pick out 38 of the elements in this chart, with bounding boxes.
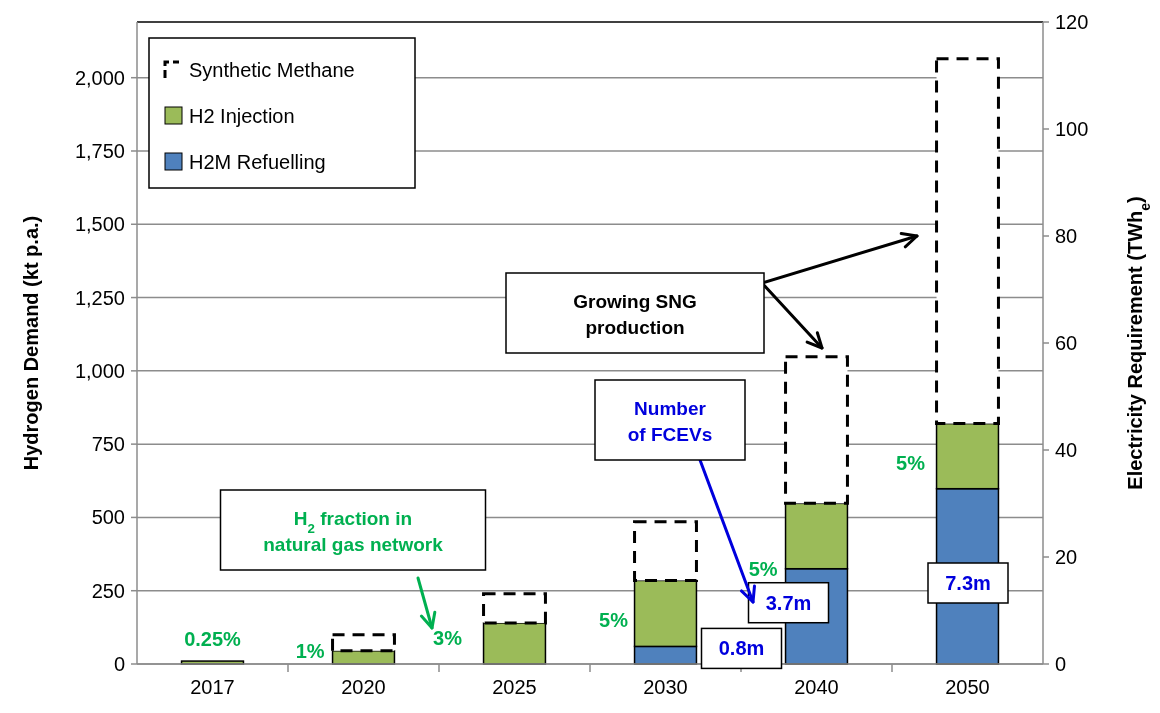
x-tick-label: 2017 — [190, 676, 235, 698]
legend-label: H2 Injection — [189, 105, 295, 127]
x-tick-label: 2020 — [341, 676, 386, 698]
x-tick-label: 2025 — [492, 676, 537, 698]
annotation: Number of FCEVs — [627, 397, 713, 445]
annotation: 3% — [433, 627, 463, 649]
y-tick-label: 500 — [91, 506, 125, 529]
y-tick-label: 0 — [113, 653, 125, 675]
legend-label: Synthetic Methane — [189, 59, 355, 81]
y2-tick-label: 60 — [1055, 332, 1078, 354]
y2-tick-label: 120 — [1055, 11, 1089, 33]
y-axis-title: Hydrogen Demand (kt p.a.) — [20, 215, 42, 471]
annotation: 5% — [896, 452, 926, 474]
annotation: 5% — [599, 609, 629, 631]
annotation: H$_{2}$ fraction in natural gas network — [263, 507, 444, 555]
y-tick-label: 1,500 — [74, 213, 125, 236]
y2-tick-label: 40 — [1055, 439, 1078, 461]
annotation: 5% — [748, 557, 778, 580]
y-tick-label: 1,250 — [74, 286, 125, 309]
annotation: 0.25% — [184, 628, 242, 651]
legend-label: H2M Refuelling — [189, 151, 326, 173]
y2-tick-label: 0 — [1055, 653, 1067, 675]
annotation: 1% — [295, 639, 325, 662]
annotation: 0.8m — [718, 637, 765, 660]
annotation: 3.7m — [765, 591, 812, 614]
y-tick-label: 250 — [91, 579, 125, 602]
annotation: Growing SNG production — [573, 290, 697, 338]
y-tick-label: 1,750 — [74, 139, 125, 162]
x-tick-label: 2050 — [945, 676, 990, 698]
annotation: 7.3m — [945, 572, 991, 594]
y2-tick-label: 20 — [1055, 546, 1078, 568]
x-tick-label: 2040 — [794, 676, 839, 698]
x-tick-label: 2030 — [643, 676, 688, 698]
y-tick-label: 2,000 — [74, 66, 125, 89]
y2-tick-label: 80 — [1055, 225, 1078, 247]
y-tick-label: 1,000 — [74, 359, 125, 382]
y2-tick-label: 100 — [1055, 118, 1089, 140]
y-tick-label: 750 — [91, 433, 125, 456]
